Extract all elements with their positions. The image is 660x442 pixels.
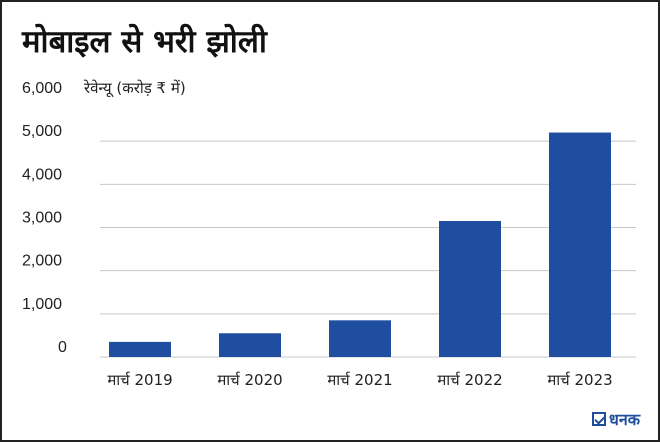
y-tick-label: 4,000 [22, 166, 62, 183]
y-tick-label: 3,000 [22, 210, 62, 227]
y-axis-label: रेवेन्यू (करोड़ ₹ में) [83, 79, 186, 98]
y-tick-label: 2,000 [22, 253, 62, 270]
y-tick-label: 0 [58, 339, 67, 356]
x-tick-label: मार्च 2019 [107, 371, 172, 389]
chart-title: मोबाइल से भरी झोली [22, 24, 267, 60]
x-tick-label: मार्च 2021 [327, 371, 392, 389]
brand-name: धनक [608, 410, 640, 429]
y-tick-label: 5,000 [22, 123, 62, 140]
bar [549, 132, 611, 357]
bar [329, 320, 391, 357]
y-axis-ticks: 0 1,000 2,000 3,000 4,000 5,000 6,000 [22, 80, 67, 356]
y-tick-label: 6,000 [22, 80, 62, 97]
bar [439, 221, 501, 357]
x-tick-label: मार्च 2020 [217, 371, 282, 389]
x-tick-label: मार्च 2022 [437, 371, 502, 389]
bar [219, 333, 281, 357]
brand-logo: धनक [591, 408, 640, 430]
bars [109, 132, 611, 357]
y-tick-label: 1,000 [22, 296, 62, 313]
check-box-icon [591, 412, 606, 426]
gridlines [100, 140, 636, 358]
bar [109, 341, 171, 357]
x-tick-label: मार्च 2023 [547, 371, 612, 389]
x-axis-ticks: मार्च 2019 मार्च 2020 मार्च 2021 मार्च 2022… [107, 371, 612, 389]
